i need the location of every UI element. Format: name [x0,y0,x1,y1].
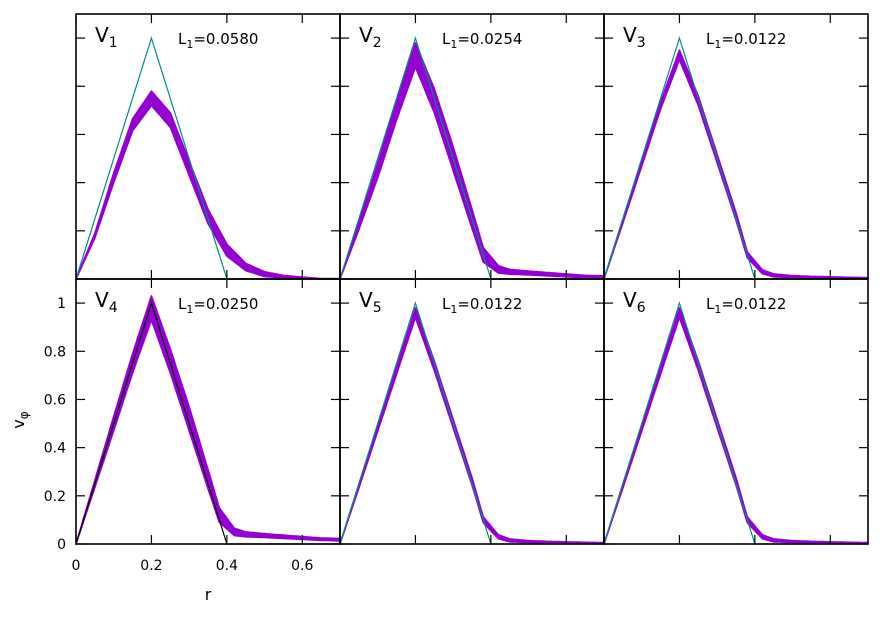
scatter-band-2 [339,42,605,280]
annotation-subscript: 1 [186,303,193,316]
scatter-band-6 [603,307,869,545]
y-tick-label: 0.2 [44,489,66,505]
y-axis-title: vφ [9,411,31,428]
panel-label-3: V3 [623,23,646,51]
annotation-value: =0.0122 [721,295,786,313]
y-tick-label: 0 [57,537,66,553]
x-tick-label: 0.4 [216,558,238,574]
annotation-symbol: L [442,30,451,48]
scatter-band-3 [603,49,869,280]
x-tick-label: 0 [72,558,81,574]
y-tick-label: 0.8 [44,344,66,360]
panel-label-sub: 1 [109,35,118,51]
panel-label-sub: 3 [637,35,646,51]
panel-annotation-1: L1=0.0580 [178,30,258,51]
panel-6: V6 L1=0.0122 [603,278,869,545]
annotation-symbol: L [706,295,715,313]
y-tick-label: 0.4 [44,441,66,457]
annotation-value: =0.0122 [457,295,522,313]
scatter-band-1 [75,90,341,280]
panel-frame-2 [339,13,605,280]
scatter-band-5 [339,307,605,545]
annotation-symbol: L [706,30,715,48]
panel-label-sub: 2 [373,35,382,51]
annotation-subscript: 1 [450,303,457,316]
panel-2: V2 L1=0.0254 [339,13,605,280]
panel-label-4: V4 [95,288,118,316]
panel-label-main: V [359,23,373,47]
panel-label-main: V [623,288,637,312]
panel-label-sub: 4 [109,300,118,316]
annotation-symbol: L [178,295,187,313]
panel-frame-3 [603,13,869,280]
panel-label-2: V2 [359,23,382,51]
scatter-band-4 [75,295,341,545]
panel-label-main: V [95,288,109,312]
y-axis-title-main: v [9,419,28,428]
panel-1: V1 L1=0.0580 [75,13,341,280]
axes-layer: r vφ 0 0.2 0.4 0.6 0 0.2 0.4 0.6 0.8 1 [9,296,314,604]
annotation-subscript: 1 [186,38,193,51]
annotation-value: =0.0254 [457,30,522,48]
x-tick-label: 0.6 [291,558,313,574]
reference-profile-1 [75,36,340,280]
y-tick-label: 1 [57,296,66,312]
annotation-value: =0.0122 [721,30,786,48]
panel-label-6: V6 [623,288,646,316]
panel-annotation-6: L1=0.0122 [706,295,786,316]
annotation-value: =0.0250 [193,295,258,313]
annotation-value: =0.0580 [193,30,258,48]
panel-annotation-2: L1=0.0254 [442,30,522,51]
panel-label-sub: 6 [637,300,646,316]
y-tick-label: 0.6 [44,392,66,408]
panel-4: V4 L1=0.0250 [75,278,341,545]
y-axis-title-subscript: φ [17,411,31,419]
panel-label-sub: 5 [373,300,382,316]
x-axis-title: r [205,585,212,604]
panel-3: V3 L1=0.0122 [603,13,869,280]
annotation-symbol: L [442,295,451,313]
annotation-symbol: L [178,30,187,48]
panel-label-main: V [359,288,373,312]
panel-label-main: V [623,23,637,47]
panel-annotation-4: L1=0.0250 [178,295,258,316]
panel-label-1: V1 [95,23,118,51]
panel-5: V5 L1=0.0122 [339,278,605,545]
panel-label-main: V [95,23,109,47]
panel-frame-1 [75,13,341,280]
annotation-subscript: 1 [714,38,721,51]
panel-annotation-5: L1=0.0122 [442,295,522,316]
panel-frame-6 [603,278,869,545]
annotation-subscript: 1 [714,303,721,316]
panel-annotation-3: L1=0.0122 [706,30,786,51]
panel-frame-5 [339,278,605,545]
panel-label-5: V5 [359,288,382,316]
x-tick-label: 0.2 [140,558,162,574]
annotation-subscript: 1 [450,38,457,51]
